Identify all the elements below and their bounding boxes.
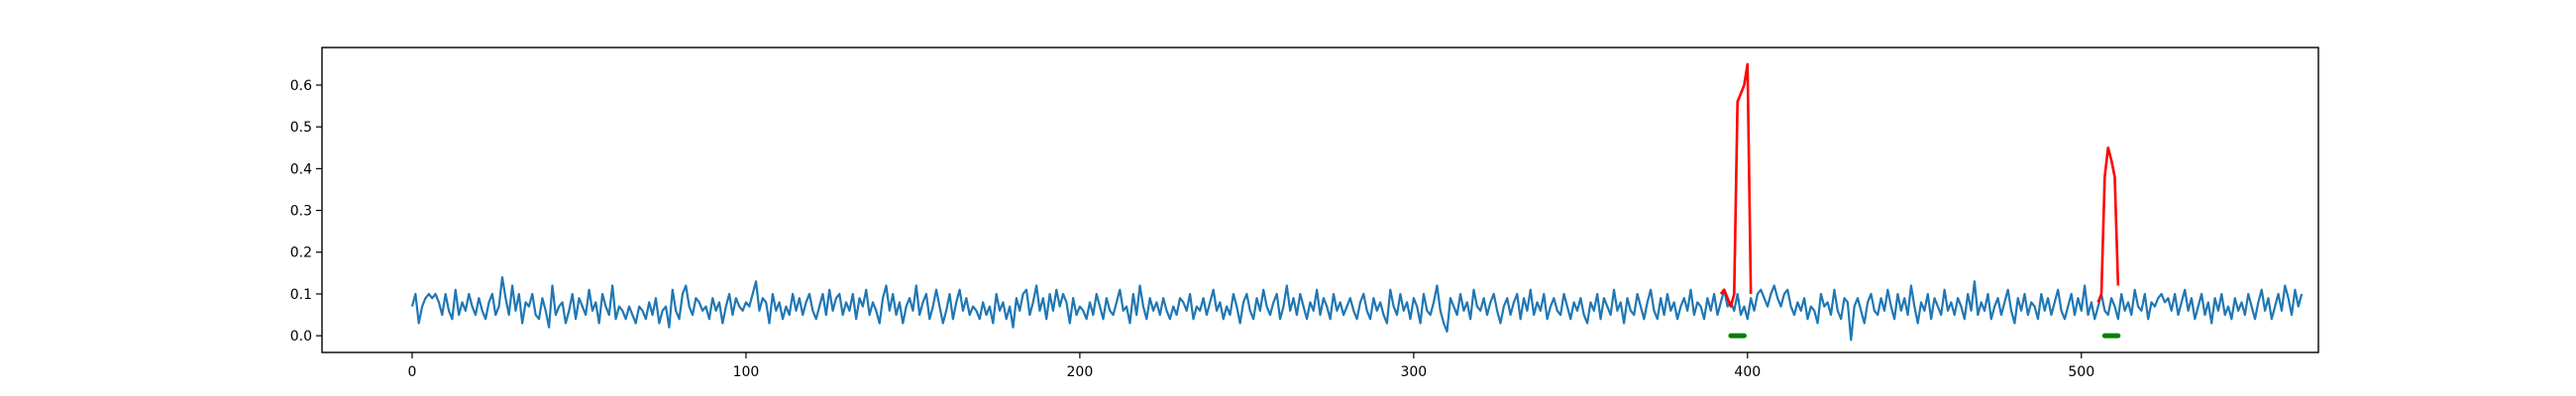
- y-tick-label: 0.3: [290, 204, 312, 220]
- plot-frame: [321, 47, 2319, 353]
- signal-series-line: [410, 275, 2304, 342]
- x-tick-label: 500: [2068, 364, 2094, 380]
- x-tick-label: 400: [1734, 364, 1761, 380]
- y-tick-label: 0.6: [290, 78, 312, 94]
- x-tick-label: 0: [408, 364, 417, 380]
- y-tick-label: 0.2: [290, 246, 312, 261]
- x-tick-label: 300: [1400, 364, 1427, 380]
- y-tick-label: 0.4: [290, 161, 312, 177]
- y-tick-label: 0.1: [290, 287, 312, 303]
- x-axis: 0 100 200 300 400 500: [408, 352, 2094, 380]
- x-tick-label: 200: [1067, 364, 1094, 380]
- anomaly-segment-1: [1719, 62, 1753, 308]
- signal-layer: [410, 275, 2304, 342]
- anomaly-layer: [1719, 62, 2120, 308]
- anomaly-segment-2: [2096, 146, 2120, 303]
- y-axis: 0.0 0.1 0.2 0.3 0.4 0.5 0.6: [290, 78, 322, 345]
- y-tick-label: 0.5: [290, 120, 312, 136]
- x-tick-label: 100: [733, 364, 760, 380]
- y-tick-label: 0.0: [290, 329, 312, 345]
